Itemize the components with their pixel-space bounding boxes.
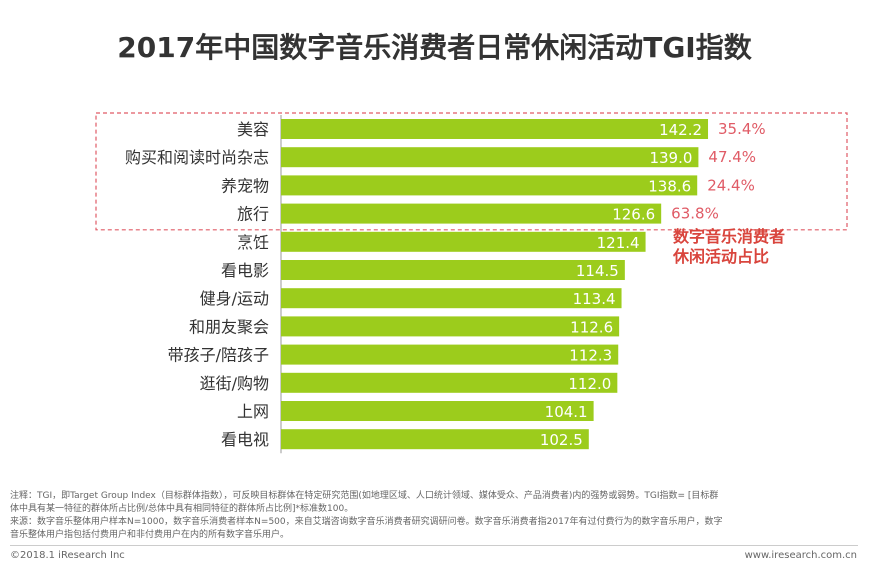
category-label: 和朋友聚会 [189, 317, 269, 336]
value-label: 126.6 [612, 206, 655, 224]
category-label: 美容 [237, 120, 269, 139]
note-line-1: 注释：TGI，即Target Group Index（目标群体指数），可反映目标… [10, 491, 719, 501]
bar [281, 344, 619, 365]
bar [281, 401, 594, 421]
bar [281, 260, 625, 280]
note-line-2: 体中具有某一特征的群体所占比例/总体中具有相同特征的群体所占比例]*标准数100… [10, 504, 354, 514]
copyright-text: ©2018.1 iResearch Inc [10, 550, 125, 561]
value-label: 112.6 [570, 318, 613, 336]
source-line-2: 音乐整体用户指包括付费用户和非付费用户在内的所有数字音乐用户。 [10, 530, 290, 540]
category-label: 带孩子/陪孩子 [168, 346, 269, 365]
value-label: 142.2 [659, 121, 702, 139]
chart-title: 2017年中国数字音乐消费者日常休闲活动TGI指数 [117, 31, 752, 64]
category-label: 旅行 [237, 205, 269, 224]
bar [281, 316, 620, 337]
share-label: 35.4% [718, 120, 766, 138]
category-label: 逛街/购物 [200, 374, 269, 393]
bar [281, 288, 622, 309]
category-label: 养宠物 [221, 176, 269, 195]
bar [281, 203, 662, 224]
share-label: 24.4% [707, 176, 755, 194]
value-label: 113.4 [573, 290, 616, 308]
category-label: 看电视 [221, 430, 269, 449]
footnotes: 注释：TGI，即Target Group Index（目标群体指数），可反映目标… [10, 490, 858, 542]
tgi-bar-chart: 美容 142.2 购买和阅读时尚杂志 139.0 养宠物 138.6 旅行 126.6 烹饪 12… [95, 112, 848, 454]
value-label: 112.0 [568, 375, 611, 393]
share-label: 47.4% [708, 148, 756, 166]
value-label: 121.4 [597, 234, 640, 252]
bar [281, 372, 618, 393]
category-label: 上网 [237, 402, 269, 421]
value-label: 104.1 [545, 403, 588, 421]
bar [281, 231, 646, 252]
annotation-label: 休闲活动占比 [672, 247, 769, 266]
bar [281, 429, 589, 450]
value-label: 112.3 [569, 347, 612, 365]
bar [281, 147, 699, 168]
value-label: 139.0 [649, 149, 692, 167]
source-line-1: 来源：数字音乐整体用户样本N=1000，数字音乐消费者样本N=500，来自艾瑞咨… [10, 517, 723, 527]
value-label: 114.5 [576, 262, 619, 280]
annotation-label: 数字音乐消费者 [673, 227, 785, 246]
value-label: 102.5 [540, 431, 583, 449]
bar [281, 175, 698, 196]
share-label: 63.8% [671, 205, 719, 223]
website-link[interactable]: www.iresearch.com.cn [744, 550, 857, 561]
category-label: 购买和阅读时尚杂志 [125, 148, 269, 167]
category-label: 健身/运动 [200, 289, 269, 308]
category-label: 烹饪 [237, 233, 269, 252]
category-label: 看电影 [221, 261, 269, 280]
bar [281, 119, 709, 139]
footer-divider [10, 545, 858, 546]
value-label: 138.6 [648, 177, 691, 195]
